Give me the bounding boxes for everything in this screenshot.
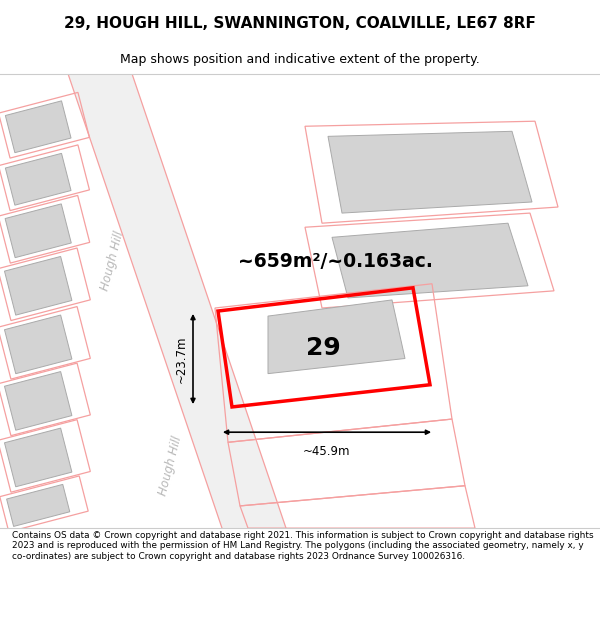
Text: Contains OS data © Crown copyright and database right 2021. This information is : Contains OS data © Crown copyright and d… xyxy=(12,531,593,561)
Polygon shape xyxy=(4,372,72,430)
Text: Hough Hill: Hough Hill xyxy=(98,229,126,292)
Polygon shape xyxy=(4,315,72,374)
Polygon shape xyxy=(5,204,71,258)
Text: ~45.9m: ~45.9m xyxy=(303,446,351,458)
Text: Map shows position and indicative extent of the property.: Map shows position and indicative extent… xyxy=(120,53,480,66)
Polygon shape xyxy=(4,428,72,487)
Polygon shape xyxy=(5,153,71,205)
Polygon shape xyxy=(7,484,70,526)
Polygon shape xyxy=(268,300,405,374)
Text: 29: 29 xyxy=(305,336,340,361)
Text: ~23.7m: ~23.7m xyxy=(175,335,188,382)
Text: Hough Hill: Hough Hill xyxy=(156,434,184,497)
Text: 29, HOUGH HILL, SWANNINGTON, COALVILLE, LE67 8RF: 29, HOUGH HILL, SWANNINGTON, COALVILLE, … xyxy=(64,16,536,31)
Polygon shape xyxy=(4,256,72,315)
Polygon shape xyxy=(68,74,286,528)
Polygon shape xyxy=(332,223,528,298)
Polygon shape xyxy=(328,131,532,213)
Polygon shape xyxy=(5,101,71,152)
Text: ~659m²/~0.163ac.: ~659m²/~0.163ac. xyxy=(238,252,433,271)
